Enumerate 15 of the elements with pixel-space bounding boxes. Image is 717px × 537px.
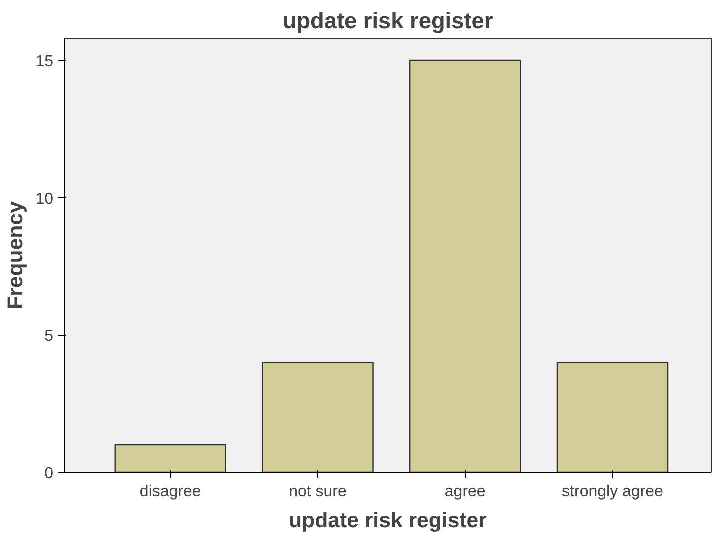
y-tick-label: 10 <box>36 190 54 208</box>
bar <box>262 362 374 472</box>
y-tick-label: 0 <box>44 466 54 482</box>
y-tick-label: 5 <box>44 328 54 346</box>
y-tick-label: 15 <box>36 53 54 70</box>
bar <box>410 60 522 472</box>
x-tick-label: strongly agree <box>562 484 664 500</box>
chart-title: update risk register <box>282 8 494 34</box>
y-axis-title: Frequency <box>4 201 28 310</box>
bar <box>114 444 226 472</box>
x-tick-label: not sure <box>289 484 347 500</box>
x-tick-label: disagree <box>140 484 202 500</box>
x-tick-label: agree <box>444 484 486 500</box>
bar <box>556 362 669 472</box>
x-axis-title: update risk register <box>289 508 487 532</box>
